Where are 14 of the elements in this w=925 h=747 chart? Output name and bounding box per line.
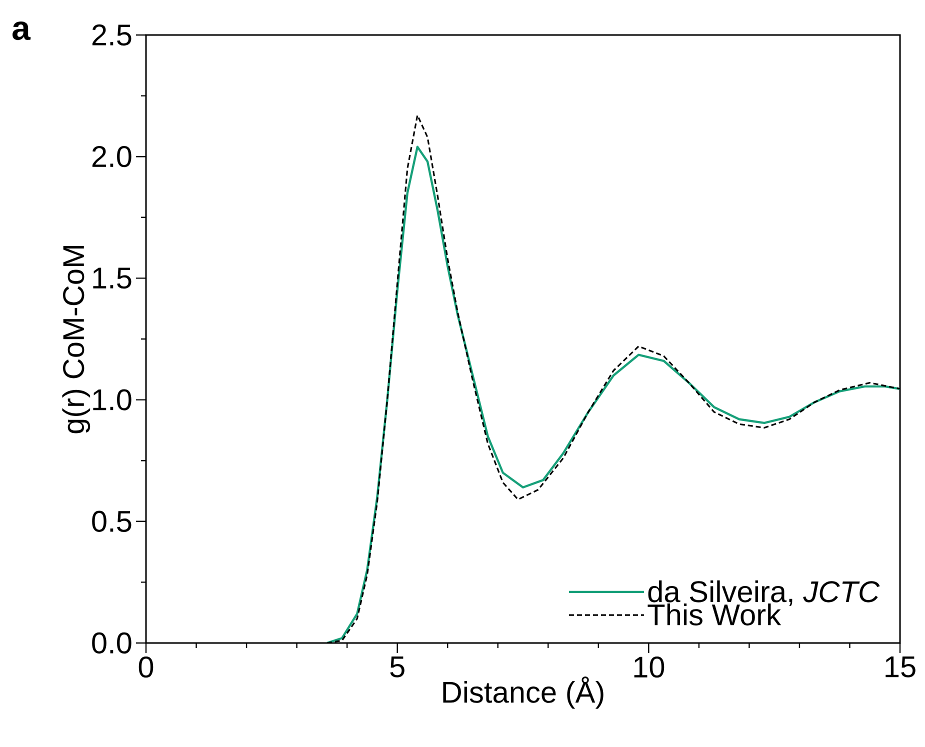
legend-label: This Work xyxy=(648,604,782,626)
y-tick-label: 1.0 xyxy=(93,389,132,410)
x-tick-label: 15 xyxy=(886,656,916,678)
x-tick-label: 0 xyxy=(138,656,154,678)
y-tick-label: 0.5 xyxy=(92,510,132,532)
y-tick-label: 1.5 xyxy=(93,268,132,289)
y-tick-label: 2.0 xyxy=(92,146,132,168)
y-tick-label: 0.0 xyxy=(92,632,132,654)
x-tick-label: 10 xyxy=(634,656,664,678)
x-axis-title: Distance (Å) xyxy=(443,676,604,709)
text: a xyxy=(12,22,31,40)
y-tick-label: 2.5 xyxy=(92,24,132,46)
y-axis-title: g(r) CoM-CoM xyxy=(62,246,90,434)
x-tick-label: 5 xyxy=(390,656,404,678)
